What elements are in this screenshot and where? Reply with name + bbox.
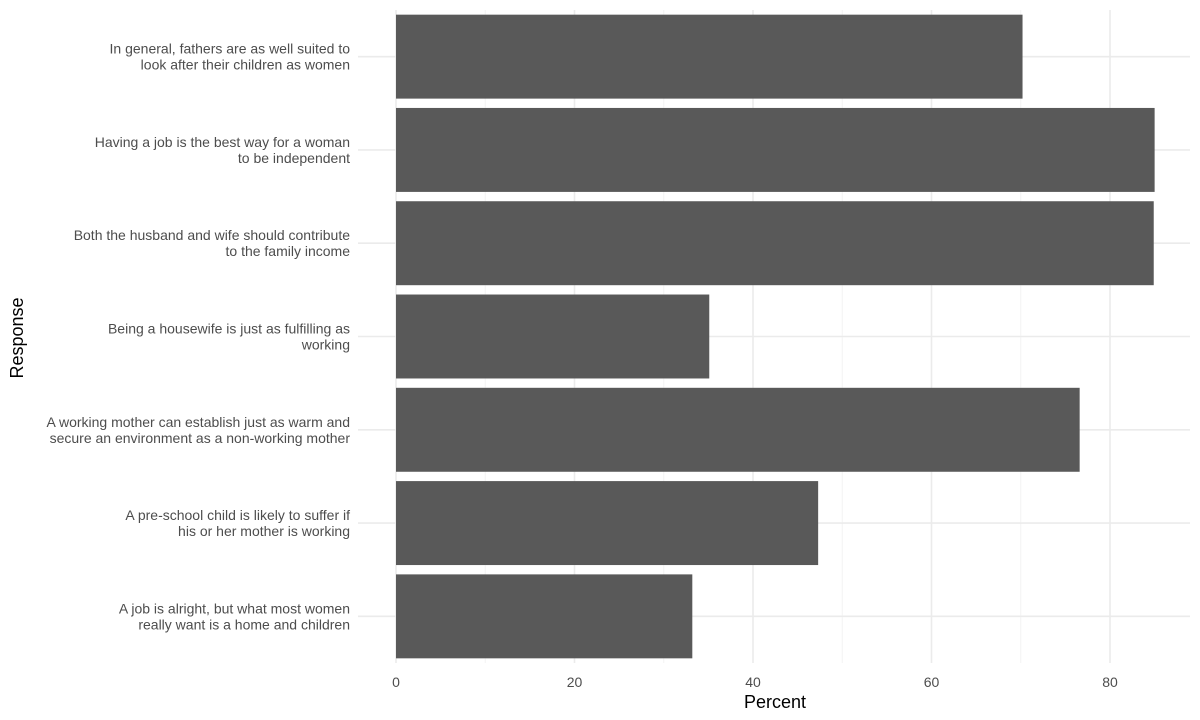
bars — [396, 14, 1155, 659]
x-tick-label: 80 — [1102, 674, 1118, 690]
y-category-label: A working mother can establish just as w… — [47, 414, 351, 446]
y-category-label-line: A working mother can establish just as w… — [47, 414, 350, 430]
y-category-label-line: look after their children as women — [141, 57, 350, 73]
bar — [396, 294, 710, 379]
y-category-label: In general, fathers are as well suited t… — [110, 41, 351, 73]
x-axis-tick-labels: 0 20 40 60 80 — [392, 674, 1118, 690]
x-tick-label: 40 — [745, 674, 761, 690]
y-category-label-line: A job is alright, but what most women — [119, 600, 350, 616]
y-category-label-line: to be independent — [238, 150, 350, 166]
y-category-label-line: secure an environment as a non-working m… — [50, 430, 351, 446]
bar — [396, 107, 1155, 192]
x-tick-label: 20 — [567, 674, 583, 690]
y-category-label-line: working — [301, 337, 350, 353]
y-category-label-line: Both the husband and wife should contrib… — [74, 227, 351, 243]
y-category-label-line: In general, fathers are as well suited t… — [110, 41, 351, 57]
y-axis-title: Response — [7, 297, 27, 378]
x-axis-title: Percent — [744, 692, 806, 712]
x-tick-label: 0 — [392, 674, 400, 690]
bar — [396, 574, 693, 659]
bar — [396, 201, 1154, 286]
y-category-label: Both the husband and wife should contrib… — [74, 227, 351, 259]
y-category-label-line: his or her mother is working — [178, 523, 350, 539]
y-axis-category-labels: In general, fathers are as well suited t… — [47, 41, 351, 633]
y-category-label-line: really want is a home and children — [138, 616, 350, 632]
bar — [396, 481, 819, 566]
y-category-label-line: Being a housewife is just as fulfilling … — [108, 321, 350, 337]
y-category-label-line: A pre-school child is likely to suffer i… — [125, 507, 350, 523]
y-category-label-line: Having a job is the best way for a woman — [95, 134, 350, 150]
y-category-label-line: to the family income — [226, 243, 351, 259]
y-category-label: A job is alright, but what most women rea… — [119, 600, 350, 632]
bar — [396, 14, 1023, 99]
bar — [396, 387, 1080, 472]
x-tick-label: 60 — [924, 674, 940, 690]
y-category-label: A pre-school child is likely to suffer i… — [125, 507, 350, 539]
y-category-label: Having a job is the best way for a woman… — [95, 134, 350, 166]
y-category-label: Being a housewife is just as fulfilling … — [108, 321, 350, 353]
